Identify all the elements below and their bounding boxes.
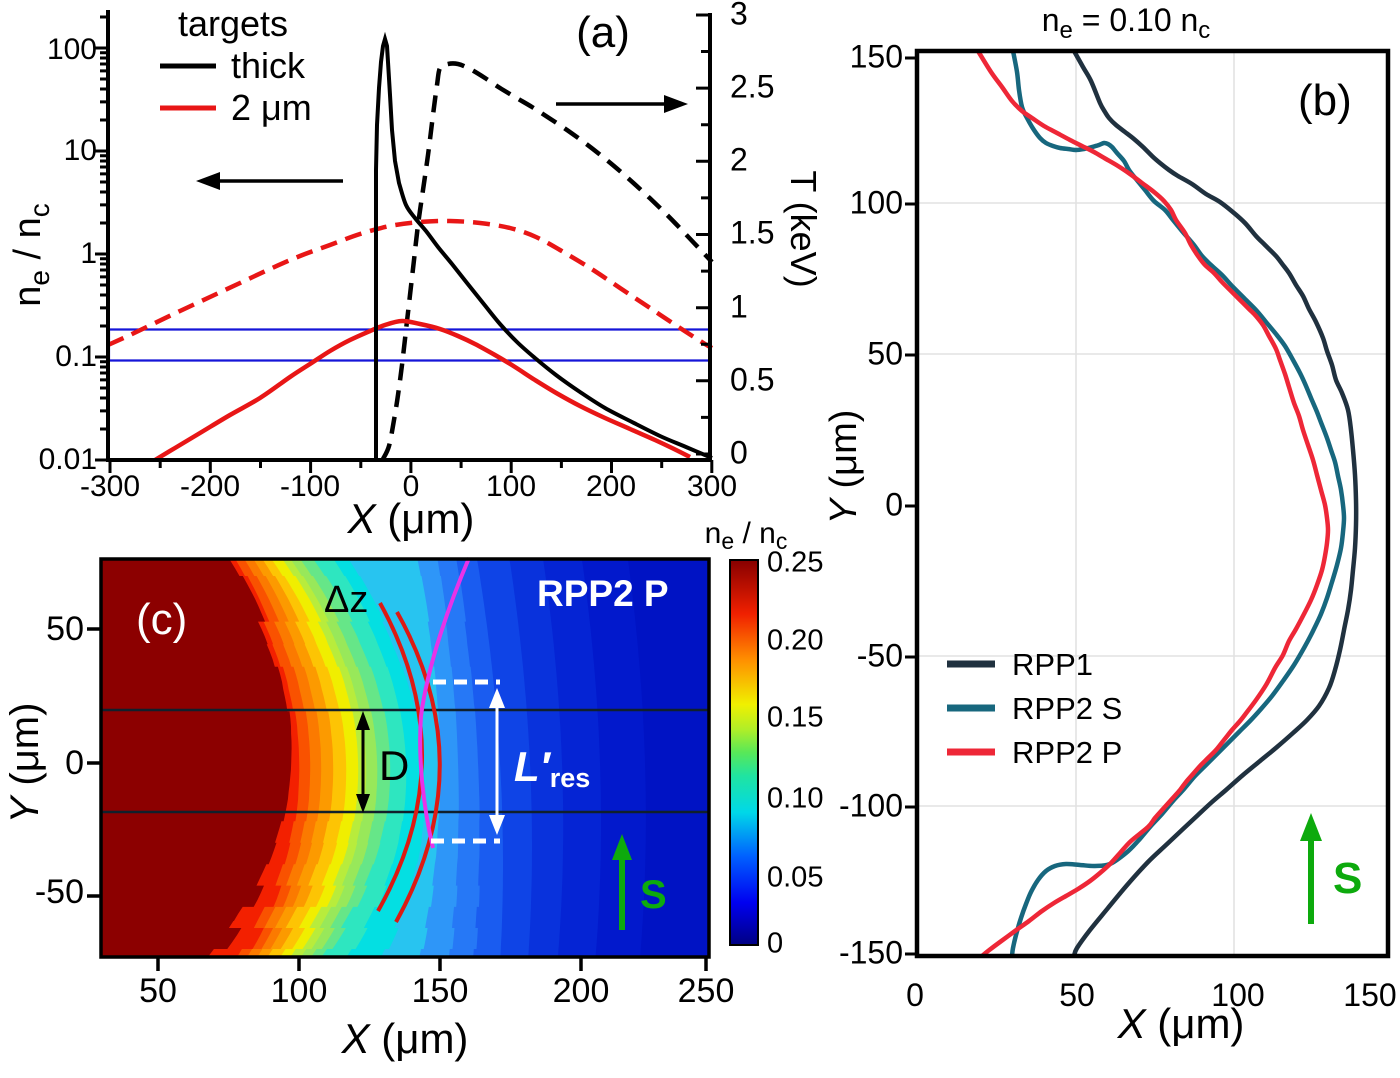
- svg-text:0.10: 0.10: [767, 783, 823, 815]
- svg-text:ne / nc: ne / nc: [7, 203, 55, 307]
- svg-text:Δz: Δz: [324, 579, 368, 621]
- svg-text:-200: -200: [180, 470, 240, 503]
- svg-text:RPP2 P: RPP2 P: [537, 573, 669, 614]
- svg-text:-150: -150: [839, 934, 903, 970]
- svg-text:50: 50: [46, 610, 84, 648]
- svg-text:0.20: 0.20: [767, 625, 823, 657]
- svg-text:100: 100: [271, 972, 328, 1010]
- svg-text:2 μm: 2 μm: [231, 87, 312, 128]
- svg-text:ne / nc: ne / nc: [705, 517, 788, 554]
- svg-text:1: 1: [80, 237, 97, 270]
- svg-text:thick: thick: [231, 45, 306, 86]
- svg-text:T (keV): T (keV): [783, 170, 824, 287]
- svg-text:0: 0: [65, 744, 84, 782]
- svg-text:RPP2 S: RPP2 S: [1012, 691, 1122, 726]
- svg-text:-300: -300: [80, 470, 140, 503]
- svg-text:50: 50: [139, 972, 177, 1010]
- svg-text:0: 0: [906, 977, 924, 1013]
- svg-text:2.5: 2.5: [730, 68, 774, 104]
- svg-text:250: 250: [678, 972, 735, 1010]
- svg-text:300: 300: [687, 470, 737, 503]
- svg-text:Y (μm): Y (μm): [823, 410, 865, 525]
- svg-text:1: 1: [730, 288, 748, 324]
- svg-text:150: 150: [412, 972, 469, 1010]
- svg-text:0.15: 0.15: [767, 702, 823, 734]
- svg-text:200: 200: [553, 972, 610, 1010]
- svg-text:10: 10: [64, 134, 97, 167]
- svg-text:0: 0: [403, 470, 420, 503]
- svg-text:Y (μm): Y (μm): [3, 703, 47, 824]
- svg-text:150: 150: [1343, 977, 1396, 1013]
- svg-text:S: S: [640, 873, 667, 917]
- svg-text:-100: -100: [280, 470, 340, 503]
- svg-text:1.5: 1.5: [730, 214, 774, 250]
- svg-text:200: 200: [586, 470, 636, 503]
- svg-text:150: 150: [850, 38, 903, 74]
- svg-text:100: 100: [486, 470, 536, 503]
- svg-text:100: 100: [47, 33, 97, 66]
- svg-text:RPP1: RPP1: [1012, 647, 1093, 682]
- svg-text:-100: -100: [839, 787, 903, 823]
- svg-text:(b): (b): [1298, 76, 1352, 125]
- svg-text:0.5: 0.5: [730, 361, 774, 397]
- svg-text:-50: -50: [35, 873, 84, 911]
- svg-text:0.01: 0.01: [39, 443, 97, 476]
- svg-text:50: 50: [867, 335, 903, 371]
- svg-text:(c): (c): [136, 595, 187, 644]
- svg-text:50: 50: [1059, 977, 1095, 1013]
- svg-text:3: 3: [730, 0, 748, 31]
- svg-text:targets: targets: [178, 3, 288, 44]
- svg-text:0.05: 0.05: [767, 862, 823, 894]
- svg-text:RPP2 P: RPP2 P: [1012, 735, 1122, 770]
- svg-text:0: 0: [767, 928, 783, 960]
- svg-text:100: 100: [1211, 977, 1264, 1013]
- svg-text:2: 2: [730, 141, 748, 177]
- svg-text:0.25: 0.25: [767, 547, 823, 579]
- svg-text:X (μm): X (μm): [347, 495, 475, 542]
- svg-text:0: 0: [730, 434, 748, 470]
- svg-text:-50: -50: [857, 637, 903, 673]
- svg-text:(a): (a): [576, 8, 630, 57]
- svg-text:100: 100: [850, 184, 903, 220]
- svg-text:S: S: [1333, 854, 1362, 903]
- svg-text:X (μm): X (μm): [341, 1015, 469, 1062]
- svg-text:0: 0: [885, 486, 903, 522]
- svg-text:0.1: 0.1: [55, 340, 97, 373]
- svg-text:D: D: [379, 742, 409, 789]
- svg-text:X (μm): X (μm): [1117, 1000, 1245, 1047]
